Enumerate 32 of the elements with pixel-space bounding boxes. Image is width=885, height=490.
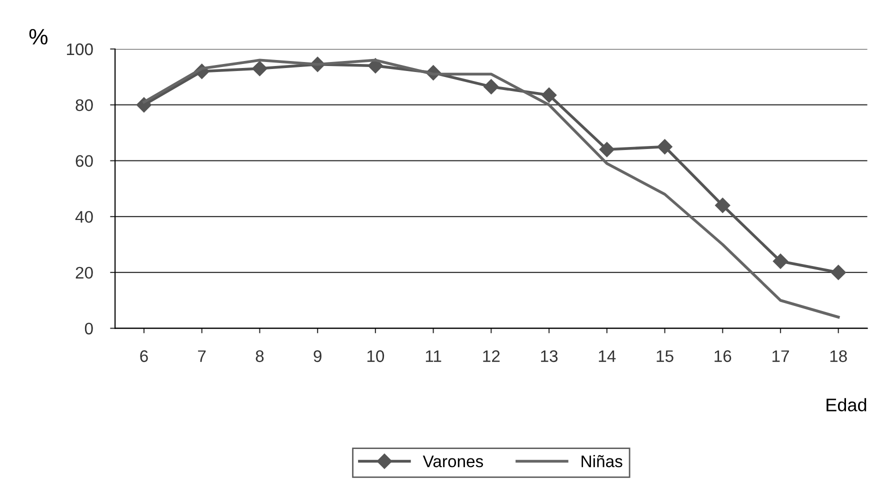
x-tick-label: 11	[426, 350, 442, 362]
y-tick-label: 20	[76, 266, 93, 279]
y-tick-label: 100	[66, 43, 93, 56]
point	[657, 139, 672, 154]
point	[830, 264, 846, 280]
x-tick-label: 16	[714, 350, 732, 362]
y-tick-label: 40	[75, 210, 93, 223]
y-tick-label: 80	[76, 99, 93, 112]
point	[541, 88, 557, 103]
point	[772, 254, 788, 269]
legend-label: Niñas	[582, 455, 622, 468]
x-tick-label: 8	[256, 350, 264, 362]
x-tick-label: 15	[656, 350, 674, 362]
point	[599, 142, 614, 158]
x-axis-title: Edad	[826, 398, 866, 412]
y-tick-label: 60	[76, 155, 93, 167]
x-tick-label: 17	[772, 350, 789, 362]
x-tick-label: 10	[367, 350, 384, 362]
x-tick-label: 6	[140, 350, 148, 362]
x-tick-label: 12	[483, 350, 500, 362]
point	[252, 60, 268, 76]
y-tick-label: 0	[84, 322, 93, 335]
x-tick-label: 7	[198, 350, 206, 362]
x-tick-label: 9	[314, 350, 322, 362]
x-tick-label: 18	[830, 350, 847, 362]
point	[368, 58, 384, 74]
x-tick-label: 14	[598, 350, 616, 362]
legend-label: Varones	[422, 456, 484, 468]
point	[715, 198, 730, 213]
point	[484, 79, 499, 94]
x-tick-label: 13	[541, 350, 558, 362]
y-axis-title: %	[29, 28, 48, 45]
